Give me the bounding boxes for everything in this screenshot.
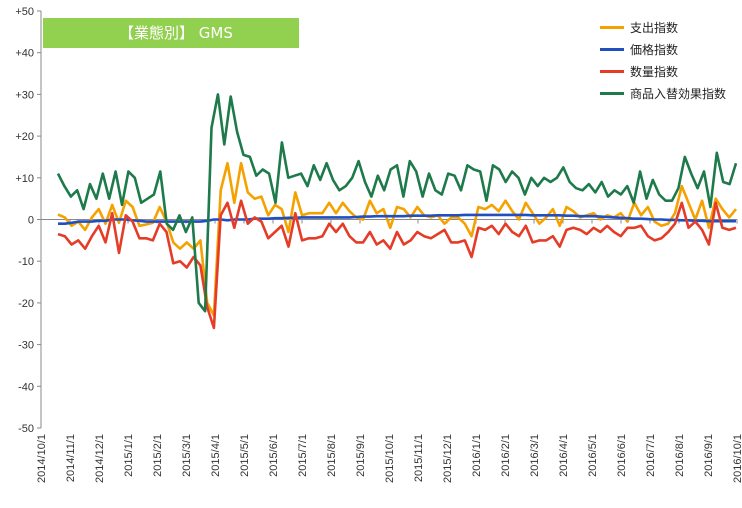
x-tick-label: 2016/5/1 — [587, 434, 599, 477]
y-tick-label: -30 — [18, 340, 34, 352]
series-lines — [56, 93, 738, 330]
x-tick-label: 2016/9/1 — [703, 434, 715, 477]
series-line-0 — [57, 161, 738, 317]
chart-title: 【業態別】 GMS — [43, 18, 299, 48]
legend-swatch — [600, 92, 624, 95]
x-tick-label: 2015/12/1 — [442, 434, 454, 483]
x-tick-label: 2015/4/1 — [210, 434, 222, 477]
x-tick-label: 2016/8/1 — [674, 434, 686, 477]
x-tick-label: 2015/9/1 — [355, 434, 367, 477]
x-tick-label: 2016/10/1 — [732, 434, 742, 483]
y-tick-label: +20 — [15, 131, 34, 143]
x-tick-label: 2014/10/1 — [36, 434, 48, 483]
series-line-1 — [58, 213, 736, 225]
legend-item-0: 支出指数 — [600, 18, 740, 40]
x-tick-label: 2014/12/1 — [94, 434, 106, 483]
x-axis: 2014/10/1 2014/11/1 2014/12/1 2015/1/1 2015/… — [36, 219, 742, 483]
x-tick-label: 2016/7/1 — [645, 434, 657, 477]
x-tick-label: 2015/6/1 — [268, 434, 280, 477]
x-tick-label: 2016/6/1 — [616, 434, 628, 477]
x-tick-label: 2016/2/1 — [500, 434, 512, 477]
legend-swatch — [600, 48, 624, 51]
y-tick-label: 0 — [28, 215, 34, 227]
x-tick-label: 2015/2/1 — [152, 434, 164, 477]
y-tick-label: +30 — [15, 89, 34, 101]
x-tick-label: 2015/10/1 — [384, 434, 396, 483]
legend-label: 支出指数 — [630, 21, 679, 35]
legend-swatch — [600, 70, 624, 73]
y-tick-label: +10 — [15, 173, 34, 185]
y-tick-label: -50 — [18, 423, 34, 435]
legend-label: 価格指数 — [630, 43, 679, 57]
series-line-3 — [56, 93, 738, 313]
x-tick-label: 2016/3/1 — [529, 434, 541, 477]
x-tick-label: 2015/1/1 — [123, 434, 135, 477]
legend-label: 数量指数 — [630, 65, 679, 79]
y-tick-label: -20 — [18, 298, 34, 310]
legend-label: 商品入替効果指数 — [630, 87, 727, 101]
x-tick-label: 2015/7/1 — [297, 434, 309, 477]
x-tick-label: 2016/4/1 — [558, 434, 570, 477]
legend-item-3: 商品入替効果指数 — [600, 84, 740, 106]
x-tick-label: 2015/3/1 — [181, 434, 193, 477]
legend-item-2: 数量指数 — [600, 62, 740, 84]
x-tick-label: 2015/11/1 — [413, 434, 425, 482]
y-axis: +50 +40 +30 +20 +10 0 -10 -20 -30 -40 -50 — [15, 6, 42, 435]
series-line-2 — [57, 199, 737, 330]
legend-item-1: 価格指数 — [600, 40, 740, 62]
legend-swatch — [600, 26, 624, 29]
y-tick-label: +40 — [15, 48, 34, 60]
y-tick-label: -40 — [18, 381, 34, 393]
x-tick-label: 2015/8/1 — [326, 434, 338, 477]
y-tick-label: -10 — [18, 256, 34, 268]
y-tick-label: +50 — [15, 6, 34, 18]
x-tick-label: 2014/11/1 — [65, 434, 77, 482]
x-tick-label: 2016/1/1 — [471, 434, 483, 477]
x-tick-label: 2015/5/1 — [239, 434, 251, 477]
legend: 支出指数価格指数数量指数商品入替効果指数 — [600, 18, 740, 106]
